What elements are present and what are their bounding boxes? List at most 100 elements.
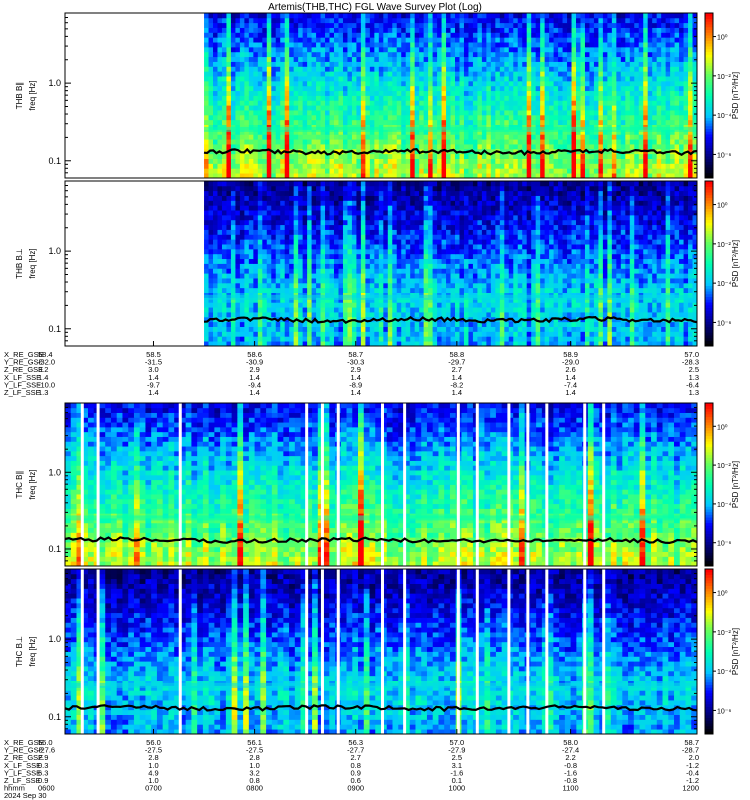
y-tick-label: 1.0 bbox=[48, 467, 61, 477]
ephem-value: 1100 bbox=[563, 784, 579, 793]
colorbar-tick-label: 10⁻⁶ bbox=[717, 152, 731, 159]
ephem-value: 56.0 bbox=[146, 738, 161, 747]
ephem-value: 57.0 bbox=[684, 350, 699, 359]
ephem-value: 1.0 bbox=[148, 776, 158, 785]
y-axis-label: THC B∥ bbox=[15, 471, 24, 499]
ephem-value: 56.0 bbox=[38, 738, 53, 747]
ephem-value: 1.3 bbox=[38, 388, 48, 397]
ephem-value: -10.0 bbox=[38, 380, 55, 389]
ephem-value: 1.4 bbox=[351, 373, 361, 382]
ephem-value: 2.2 bbox=[565, 753, 575, 762]
ephem-value: 1.4 bbox=[249, 373, 259, 382]
ephem-value: -29.0 bbox=[562, 358, 579, 367]
data-gap bbox=[80, 403, 84, 566]
ephem-value: 0.8 bbox=[249, 776, 259, 785]
y-tick-label: 0.1 bbox=[48, 324, 61, 334]
data-gap bbox=[545, 569, 549, 734]
ephem-value: 58.6 bbox=[247, 350, 262, 359]
gyro-frequency-line bbox=[64, 536, 698, 545]
ephem-value: -29.7 bbox=[448, 358, 465, 367]
data-gap bbox=[381, 403, 384, 566]
ephem-value: 58.7 bbox=[684, 738, 699, 747]
ephem-value: -1.2 bbox=[686, 761, 699, 770]
ephem-value: 1.4 bbox=[249, 388, 259, 397]
data-gap bbox=[583, 403, 587, 566]
figure-title: Artemis(THB,THC) FGL Wave Survey Plot (L… bbox=[268, 2, 482, 13]
data-gap bbox=[403, 569, 407, 734]
ephem-value: 58.9 bbox=[563, 350, 578, 359]
ephem-row-label: Z_RE_GSE bbox=[4, 753, 43, 762]
ephem-value: 2.9 bbox=[351, 365, 361, 374]
spectrogram-panel-1: 0.1 1.0 THB B∥ freq [Hz] bbox=[15, 12, 698, 179]
ephem-row-label: Y_RE_GSE bbox=[4, 358, 44, 367]
y-axis-label: freq [Hz] bbox=[28, 469, 37, 499]
y-tick-label: 1.0 bbox=[48, 634, 61, 644]
ephem-value: 2.5 bbox=[452, 753, 462, 762]
ephem-value: -30.9 bbox=[246, 358, 263, 367]
colorbar-tick-label: 10⁻⁴ bbox=[717, 113, 732, 120]
ephem-value: 2.7 bbox=[452, 365, 462, 374]
ephem-value: 3.1 bbox=[452, 761, 462, 770]
ephem-value: 0.8 bbox=[351, 761, 361, 770]
colorbar-tick-label: 10⁻² bbox=[717, 74, 731, 81]
spectrogram-panel-4: 0.1 1.0 THC B⊥ freq [Hz] bbox=[15, 568, 698, 735]
ephem-value: -1.6 bbox=[564, 768, 577, 777]
y-tick-label: 1.0 bbox=[48, 246, 61, 256]
data-gap bbox=[507, 403, 511, 566]
ephem-value: -1.6 bbox=[450, 768, 463, 777]
colorbar-tick-label: 10⁻² bbox=[717, 630, 731, 637]
ephemeris-thc: X_RE_GSEY_RE_GSEZ_RE_GSEX_LF_SSEY_LF_SSE… bbox=[4, 738, 699, 800]
y-axis-label: THC B⊥ bbox=[15, 636, 24, 667]
ephem-value: 0.3 bbox=[38, 761, 48, 770]
colorbar-tick-label: 10⁻² bbox=[717, 463, 731, 470]
ephem-value: -28.7 bbox=[682, 746, 699, 755]
ephem-value: -27.5 bbox=[145, 746, 162, 755]
spectrogram-panel-2: 0.1 1.0 THB B⊥ freq [Hz] bbox=[15, 180, 698, 347]
data-gap bbox=[456, 569, 460, 734]
colorbar-tick-label: 10⁻⁶ bbox=[717, 541, 731, 548]
ephem-value: 0.1 bbox=[452, 776, 462, 785]
ephem-value: 1.4 bbox=[148, 388, 158, 397]
data-gap bbox=[305, 403, 309, 566]
data-gap bbox=[602, 403, 606, 566]
ephem-value: 1.0 bbox=[148, 761, 158, 770]
ephem-value: 2.6 bbox=[565, 365, 575, 374]
ephem-row-label: X_RE_GSE bbox=[4, 350, 44, 359]
ephem-value: 0900 bbox=[347, 784, 364, 793]
data-gap bbox=[96, 569, 100, 734]
ephem-value: 3.0 bbox=[148, 365, 158, 374]
ephem-value: -8.2 bbox=[450, 380, 463, 389]
ephem-value: 58.4 bbox=[38, 350, 53, 359]
data-gap bbox=[336, 569, 340, 734]
colorbar-label: PSD [nT²/Hz] bbox=[731, 240, 740, 287]
ephem-row-label: Y_LF_SSE bbox=[4, 380, 41, 389]
ephem-value: 1.3 bbox=[689, 388, 699, 397]
ephem-value: -0.8 bbox=[564, 776, 577, 785]
data-gap bbox=[320, 569, 324, 734]
ephem-value: -0.8 bbox=[564, 761, 577, 770]
ephem-value: 56.1 bbox=[247, 738, 262, 747]
gyro-frequency-line bbox=[64, 704, 698, 713]
ephem-value: 0.9 bbox=[38, 776, 48, 785]
data-gap bbox=[320, 403, 324, 566]
ephem-row-label: hhmm bbox=[4, 784, 25, 793]
y-axis-label: freq [Hz] bbox=[28, 80, 37, 110]
y-axis-label: THB B⊥ bbox=[15, 248, 24, 279]
ephem-value: 4.9 bbox=[148, 768, 158, 777]
ephem-value: 58.7 bbox=[348, 350, 363, 359]
ephem-value: 0.9 bbox=[351, 768, 361, 777]
colorbar-tick-label: 10⁰ bbox=[717, 423, 728, 431]
ephem-row-label: Y_RE_GSE bbox=[4, 746, 44, 755]
colorbar-tick-label: 10⁻⁴ bbox=[717, 669, 732, 676]
ephem-value: 1.4 bbox=[148, 373, 158, 382]
ephem-value: 1.4 bbox=[452, 388, 462, 397]
data-gap bbox=[305, 569, 309, 734]
ephem-value: 0700 bbox=[145, 784, 162, 793]
colorbar: 10⁰ 10⁻² 10⁻⁴ 10⁻⁶ PSD [nT²/Hz] bbox=[704, 402, 740, 567]
y-axis-label: freq [Hz] bbox=[28, 248, 37, 278]
ephem-row-label: Y_LF_SSE bbox=[4, 768, 41, 777]
gyro-frequency-line bbox=[203, 315, 698, 325]
colorbar-tick-label: 10⁻² bbox=[717, 242, 731, 249]
ephem-value: 2.8 bbox=[249, 753, 259, 762]
ephem-row-label: X_RE_GSE bbox=[4, 738, 44, 747]
